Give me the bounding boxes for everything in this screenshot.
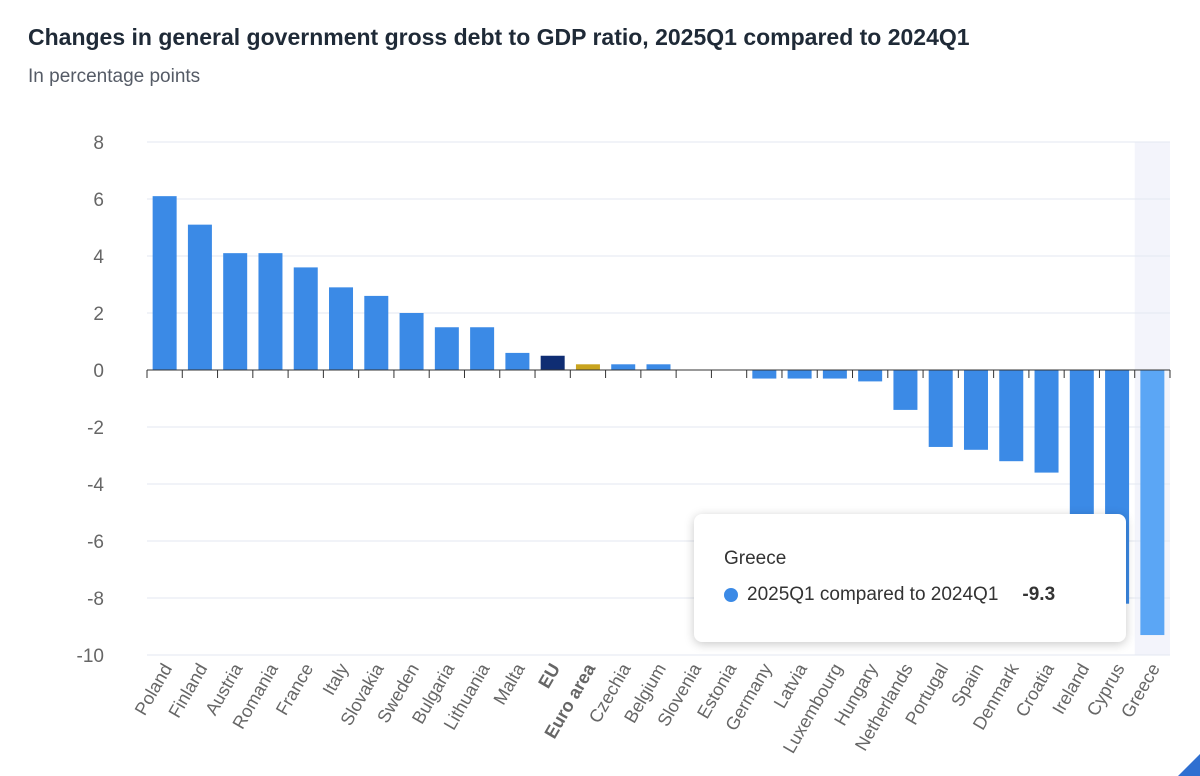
bar-italy[interactable] — [329, 287, 354, 370]
bar-croatia[interactable] — [1034, 370, 1059, 473]
bar-luxembourg[interactable] — [822, 370, 847, 379]
x-tick-label: EU — [534, 660, 564, 692]
bar-latvia[interactable] — [787, 370, 812, 379]
y-tick-label: 2 — [93, 304, 104, 325]
x-tick-label: Malta — [490, 659, 530, 708]
bar-netherlands[interactable] — [893, 370, 918, 410]
y-tick-label: 0 — [93, 361, 104, 382]
bar-belgium[interactable] — [646, 364, 671, 370]
x-tick-label: Italy — [319, 660, 353, 699]
corner-decoration — [1178, 754, 1200, 776]
tooltip-series-name: 2025Q1 compared to 2024Q1 — [747, 584, 999, 605]
bar-greece[interactable] — [1140, 370, 1165, 636]
bar-hungary[interactable] — [858, 370, 883, 382]
bar-spain[interactable] — [963, 370, 988, 450]
bar-slovakia[interactable] — [364, 295, 389, 370]
y-tick-label: -2 — [87, 418, 104, 439]
bar-sweden[interactable] — [399, 313, 424, 370]
y-tick-label: -10 — [77, 646, 104, 667]
bar-portugal[interactable] — [928, 370, 953, 447]
y-tick-label: 4 — [93, 247, 104, 268]
bar-finland[interactable] — [187, 224, 212, 370]
bar-lithuania[interactable] — [470, 327, 495, 370]
chart-title: Changes in general government gross debt… — [28, 24, 970, 50]
chart-tooltip: Greece 2025Q1 compared to 2024Q1 -9.3 — [694, 514, 1126, 642]
y-tick-label: -4 — [87, 475, 104, 496]
series-dot-icon — [724, 588, 738, 602]
y-tick-label: 8 — [93, 133, 104, 154]
bar-czechia[interactable] — [611, 364, 636, 370]
bar-bulgaria[interactable] — [434, 327, 459, 370]
bar-poland[interactable] — [152, 196, 177, 370]
bar-france[interactable] — [293, 267, 318, 370]
y-tick-label: -6 — [87, 532, 104, 553]
tooltip-series-row: 2025Q1 compared to 2024Q1 -9.3 — [724, 584, 1126, 606]
bar-germany[interactable] — [752, 370, 777, 379]
y-tick-label: 6 — [93, 190, 104, 211]
chart-subtitle: In percentage points — [28, 66, 201, 87]
bar-romania[interactable] — [258, 253, 283, 370]
tooltip-value: -9.3 — [1022, 584, 1056, 605]
bar-euro-area[interactable] — [575, 364, 600, 370]
y-tick-label: -8 — [87, 589, 104, 610]
bar-austria[interactable] — [223, 253, 248, 370]
bar-eu[interactable] — [540, 355, 565, 370]
bar-denmark[interactable] — [999, 370, 1024, 462]
tooltip-category: Greece — [724, 548, 787, 569]
bar-malta[interactable] — [505, 352, 530, 370]
